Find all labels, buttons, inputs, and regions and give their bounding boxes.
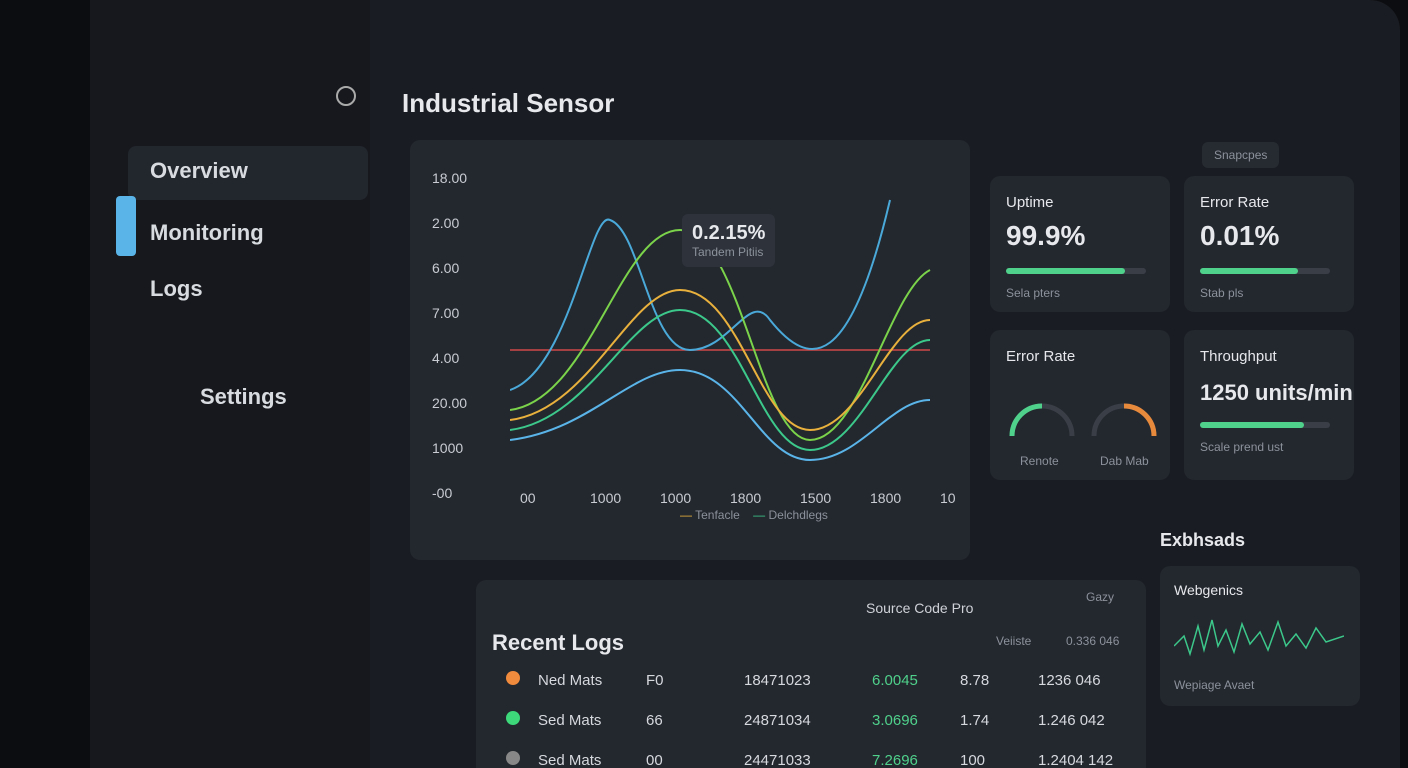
- log-cell: Sed Mats: [538, 711, 602, 729]
- log-row: Sed Mats 00 24471033 7.2696 100 1.2404 142: [506, 740, 1146, 768]
- nav-item[interactable]: Monitoring: [150, 220, 264, 245]
- y-tick-label: 2.00: [432, 215, 460, 231]
- card: Uptime 99.9% Sela pters: [990, 176, 1170, 312]
- status-dot: [506, 671, 520, 685]
- log-cell: 1.2404 142: [1038, 751, 1114, 768]
- log-cell: 100: [960, 751, 986, 768]
- logs-action[interactable]: Gazy: [1086, 590, 1115, 604]
- log-row: Sed Mats 66 24871034 3.0696 1.74 1.246 042: [506, 700, 1146, 740]
- card-title: Uptime: [1006, 194, 1054, 211]
- y-tick-label: 6.00: [432, 260, 460, 276]
- card-caption: Scale prend ust: [1200, 440, 1284, 454]
- card-value: 99.9%: [1006, 220, 1086, 251]
- log-cell: F0: [646, 671, 664, 689]
- y-tick-label: 20.00: [432, 395, 468, 411]
- log-cell: 3.0696: [872, 711, 918, 729]
- progress: [1200, 422, 1330, 428]
- y-tick-label: 1000: [432, 440, 464, 456]
- sparkline: [1174, 619, 1344, 657]
- legend-item: Delchdlegs: [768, 508, 828, 522]
- tooltip-label: Tandem Pitiis: [692, 245, 764, 259]
- nav-item[interactable]: Overview: [150, 158, 248, 183]
- card: Error Rate Renote Dab Mab: [990, 330, 1170, 480]
- tooltip: 0.2.15% Tandem Pitiis: [682, 214, 776, 267]
- page-title: Industrial Sensor: [402, 88, 615, 118]
- x-tick-label: 10: [940, 490, 956, 506]
- card-caption: Stab pls: [1200, 286, 1244, 300]
- progress: [1006, 268, 1146, 274]
- y-tick-label: 4.00: [432, 350, 460, 366]
- search-icon[interactable]: [336, 86, 356, 106]
- gauge-label: Dab Mab: [1100, 454, 1149, 468]
- status-cell: [506, 700, 538, 740]
- logs-header: Veiiste: [996, 634, 1032, 648]
- gauge-label: Renote: [1020, 454, 1059, 468]
- log-cell: 1.246 042: [1038, 711, 1105, 729]
- log-cell: Sed Mats: [538, 751, 602, 768]
- card: Error Rate 0.01% Stab pls: [1184, 176, 1354, 312]
- legend: — Tenfacle — Delchdlegs: [680, 508, 828, 522]
- x-tick-label: 1000: [590, 490, 622, 506]
- log-cell: 1236 046: [1038, 671, 1101, 689]
- gauges: [1009, 403, 1157, 437]
- card-title: Throughput: [1200, 348, 1277, 365]
- nav-indicator: [116, 196, 136, 256]
- nav-item[interactable]: Logs: [150, 276, 203, 301]
- log-cell: 24871034: [744, 711, 811, 729]
- log-cell: 1.74: [960, 711, 990, 729]
- y-tick-label: -00: [432, 485, 453, 501]
- x-tick-label: 1000: [660, 490, 692, 506]
- log-cell: 00: [646, 751, 663, 768]
- log-cell: 24471033: [744, 751, 811, 768]
- nav-active: [128, 146, 368, 200]
- sidebar: Overview Monitoring Logs Settings: [90, 0, 370, 768]
- side-card: Webgenics Wepiage Avaet: [1160, 566, 1360, 706]
- x-tick-label: 1500: [800, 490, 832, 506]
- y-tick-label: 18.00: [432, 170, 468, 186]
- logs-table: Ned Mats F0 18471023 6.0045 8.78 1236 046 Sed …: [506, 660, 1146, 768]
- status-dot: [506, 711, 520, 725]
- legend-item: Tenfacle: [695, 508, 740, 522]
- card-value: 1250 units/min: [1200, 380, 1353, 405]
- card: Throughput 1250 units/min Scale prend us…: [1184, 330, 1354, 480]
- logs-title: Recent Logs: [492, 630, 625, 655]
- log-cell: 8.78: [960, 671, 990, 689]
- log-cell: 66: [646, 711, 663, 729]
- log-cell: 6.0045: [872, 671, 918, 689]
- screen: Overview Monitoring Logs Settings Indust…: [90, 0, 1400, 768]
- x-tick-label: 1800: [730, 490, 762, 506]
- status-cell: [506, 740, 538, 768]
- chart-card: 18.00 2.00 6.00 7.00 4.00 20.00 1000 -00 00 1000…: [410, 140, 970, 560]
- log-cell: 7.2696: [872, 751, 918, 768]
- log-cell: Ned Mats: [538, 671, 603, 689]
- logs-font: Source Code Pro: [866, 600, 974, 616]
- status-cell: [506, 660, 538, 700]
- logs-header: 0.336 046: [1066, 634, 1120, 648]
- card-title: Error Rate: [1006, 348, 1076, 365]
- card-title: Error Rate: [1200, 194, 1270, 211]
- card-value: 0.01%: [1200, 220, 1280, 251]
- y-tick-label: 7.00: [432, 305, 460, 321]
- card-caption: Sela pters: [1006, 286, 1061, 300]
- log-row: Ned Mats F0 18471023 6.0045 8.78 1236 046: [506, 660, 1146, 700]
- nav-item[interactable]: Settings: [200, 384, 287, 409]
- status-dot: [506, 751, 520, 765]
- x-tick-label: 00: [520, 490, 536, 506]
- logs-card: Recent Logs Source Code Pro Gazy Veiiste…: [476, 580, 1146, 768]
- side-panel: Webgenics: [1174, 582, 1244, 598]
- progress: [1200, 268, 1330, 274]
- chart-lines: [510, 199, 931, 462]
- side-title: Exbhsads: [1160, 530, 1246, 550]
- button[interactable]: Snapcpes: [1202, 142, 1280, 168]
- log-cell: 18471023: [744, 671, 811, 689]
- tooltip-value: 0.2.15%: [692, 222, 766, 244]
- side-caption: Wepiage Avaet: [1174, 678, 1255, 692]
- x-tick-label: 1800: [870, 490, 902, 506]
